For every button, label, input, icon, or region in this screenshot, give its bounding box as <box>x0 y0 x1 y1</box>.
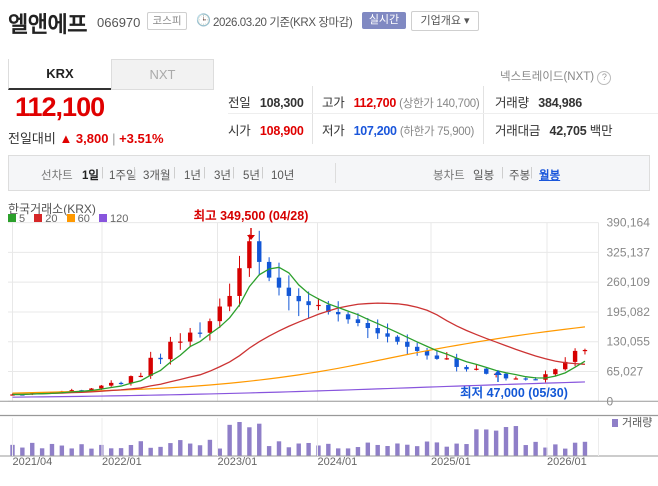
svg-text:390,164: 390,164 <box>607 216 651 230</box>
svg-text:최저 47,000 (05/30): 최저 47,000 (05/30) <box>460 385 568 400</box>
svg-text:2023/01: 2023/01 <box>218 456 258 468</box>
svg-text:최고 349,500 (04/28): 최고 349,500 (04/28) <box>194 208 309 223</box>
svg-text:2024/01: 2024/01 <box>318 456 358 468</box>
svg-text:2022/01: 2022/01 <box>102 456 142 468</box>
svg-text:2021/04: 2021/04 <box>13 456 53 468</box>
svg-text:195,082: 195,082 <box>607 305 651 319</box>
svg-text:거래량: 거래량 <box>622 416 652 429</box>
svg-text:325,137: 325,137 <box>607 245 651 259</box>
svg-text:2026/01: 2026/01 <box>547 456 587 468</box>
svg-text:2025/01: 2025/01 <box>431 456 471 468</box>
svg-text:130,055: 130,055 <box>607 335 651 349</box>
svg-text:260,109: 260,109 <box>607 275 651 289</box>
svg-text:65,027: 65,027 <box>607 365 644 379</box>
